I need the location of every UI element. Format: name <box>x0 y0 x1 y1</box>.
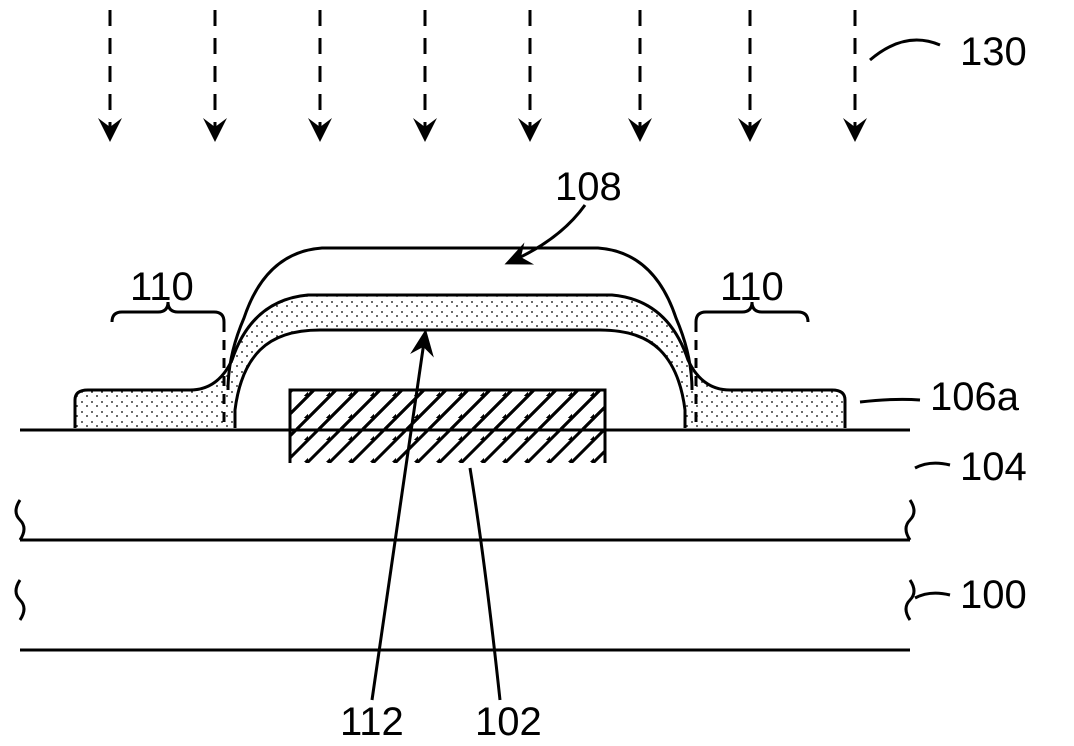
label-106a: 106a <box>930 375 1020 419</box>
label-102: 102 <box>475 700 542 744</box>
label-110-left: 110 <box>130 265 194 309</box>
leader-108 <box>510 205 585 262</box>
label-104: 104 <box>960 445 1027 489</box>
leader-130 <box>870 40 940 60</box>
break-marks <box>16 500 914 620</box>
leader-106a <box>860 399 920 402</box>
leader-102 <box>470 468 500 700</box>
gate-redraw <box>290 390 605 465</box>
leader-100 <box>915 593 950 598</box>
label-112: 112 <box>340 700 404 744</box>
label-110-right: 110 <box>720 265 784 309</box>
label-108: 108 <box>555 165 622 209</box>
label-100: 100 <box>960 573 1027 617</box>
leader-104 <box>915 463 950 468</box>
label-130: 130 <box>960 30 1027 74</box>
process-arrows <box>110 10 855 130</box>
